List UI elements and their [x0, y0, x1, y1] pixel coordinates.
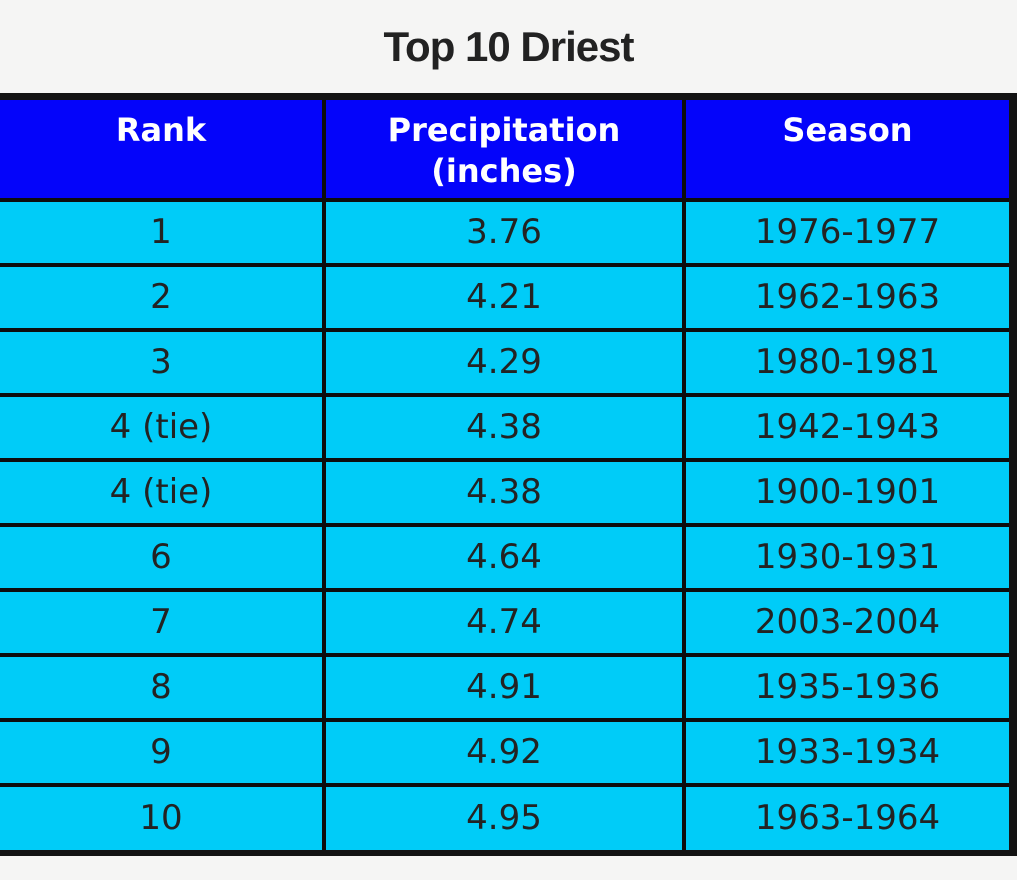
- rank-cell: 8: [0, 652, 326, 722]
- page-title: Top 10 Driest: [383, 22, 635, 70]
- precipitation-cell: 4.92: [322, 717, 686, 787]
- header-row: Rank Precipitation (inches) Season: [0, 100, 1009, 202]
- driest-table: Rank Precipitation (inches) Season 1 3.7…: [0, 100, 1009, 850]
- season-cell: 1976-1977: [682, 197, 1009, 267]
- season-cell: 1942-1943: [682, 392, 1009, 462]
- precipitation-cell: 4.29: [322, 327, 686, 397]
- season-cell: 1935-1936: [682, 652, 1009, 722]
- season-cell: 1980-1981: [682, 327, 1009, 397]
- season-cell: 1933-1934: [682, 717, 1009, 787]
- rank-cell: 3: [0, 327, 326, 397]
- season-cell: 1963-1964: [682, 782, 1009, 850]
- precipitation-cell: 4.21: [322, 262, 686, 332]
- precipitation-cell: 4.38: [322, 392, 686, 462]
- table-body: 1 3.76 1976-1977 2 4.21 1962-1963 3 4.29…: [0, 197, 1009, 850]
- season-cell: 1962-1963: [682, 262, 1009, 332]
- table-row: 8 4.91 1935-1936: [0, 652, 1009, 722]
- rank-cell: 4 (tie): [0, 457, 326, 527]
- rank-cell: 9: [0, 717, 326, 787]
- table-row: 10 4.95 1963-1964: [0, 782, 1009, 850]
- rank-cell: 7: [0, 587, 326, 657]
- table-row: 1 3.76 1976-1977: [0, 197, 1009, 267]
- rank-cell: 2: [0, 262, 326, 332]
- column-header-season: Season: [682, 100, 1009, 202]
- rank-cell: 6: [0, 522, 326, 592]
- precipitation-cell: 3.76: [322, 197, 686, 267]
- table-row: 3 4.29 1980-1981: [0, 327, 1009, 397]
- column-header-rank: Rank: [0, 100, 326, 202]
- driest-table-container: Rank Precipitation (inches) Season 1 3.7…: [0, 93, 1017, 856]
- precipitation-cell: 4.64: [322, 522, 686, 592]
- rank-cell: 10: [0, 782, 326, 850]
- precipitation-cell: 4.95: [322, 782, 686, 850]
- rank-cell: 4 (tie): [0, 392, 326, 462]
- table-row: 4 (tie) 4.38 1942-1943: [0, 392, 1009, 462]
- rank-cell: 1: [0, 197, 326, 267]
- title-bar: Top 10 Driest: [0, 0, 1017, 93]
- table-row: 6 4.64 1930-1931: [0, 522, 1009, 592]
- column-header-precipitation: Precipitation (inches): [322, 100, 686, 202]
- season-cell: 1900-1901: [682, 457, 1009, 527]
- table-row: 9 4.92 1933-1934: [0, 717, 1009, 787]
- precipitation-cell: 4.91: [322, 652, 686, 722]
- season-cell: 1930-1931: [682, 522, 1009, 592]
- season-cell: 2003-2004: [682, 587, 1009, 657]
- table-header: Rank Precipitation (inches) Season: [0, 100, 1009, 202]
- table-row: 2 4.21 1962-1963: [0, 262, 1009, 332]
- precipitation-cell: 4.38: [322, 457, 686, 527]
- table-row: 7 4.74 2003-2004: [0, 587, 1009, 657]
- table-row: 4 (tie) 4.38 1900-1901: [0, 457, 1009, 527]
- precipitation-cell: 4.74: [322, 587, 686, 657]
